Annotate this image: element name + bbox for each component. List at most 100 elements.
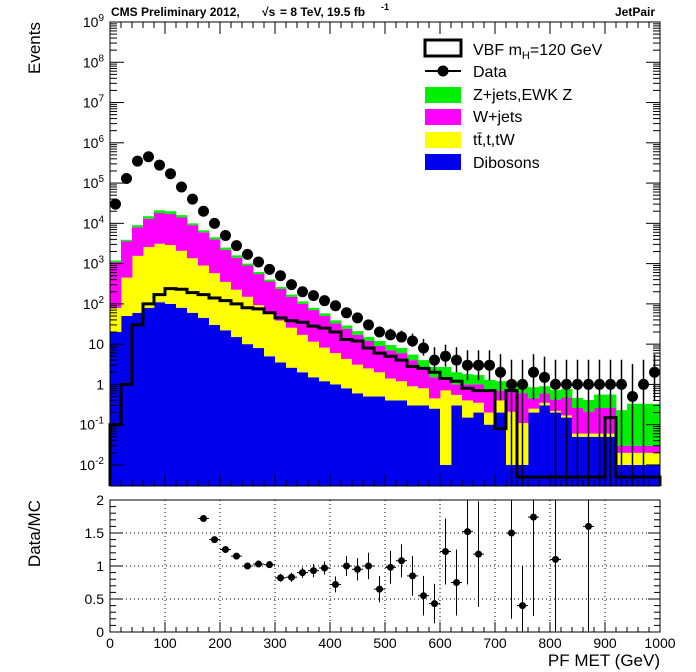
bar-top [352,364,364,394]
bar-wjets [121,241,133,278]
bar-wjets [143,218,155,248]
data-point [616,378,627,390]
legend-label-signal-main: VBF m [473,42,522,59]
bar-dibosons [198,317,210,486]
ratio-point [475,550,482,558]
legend-label-signal: VBF mH=120 GeV [473,42,603,62]
ratio-point [431,600,438,608]
data-point [473,359,484,371]
ratio-point [552,555,559,563]
y-tick-label-base: 10 [83,14,99,30]
bar-top [187,258,199,313]
data-point [484,359,495,371]
bar-wjets [264,281,276,313]
data-point [363,319,374,331]
bar-zjets [132,225,144,228]
data-point [528,366,539,378]
signal-histogram-line [108,287,662,486]
bar-zjets [264,279,276,282]
data-point [209,217,220,229]
ratio-y-axis: 0 0.5 1 1.5 2 [85,492,660,640]
bar-dibosons [121,315,133,486]
bar-top [363,368,375,397]
x-tick-label: 700 [483,635,507,651]
bar-wjets [242,265,254,297]
bar-dibosons [253,348,265,486]
ratio-point [530,513,537,521]
bar-wjets [418,368,430,389]
bar-wjets [396,353,408,382]
header-sqrt-s: √s [262,5,276,19]
bar-wjets [154,213,166,244]
main-x-axis-ticks [109,22,661,486]
data-point [462,359,473,371]
bar-dibosons [154,302,166,486]
y-tick-label-base: 10 [83,95,99,111]
ratio-point [266,561,273,569]
bar-zjets [121,239,133,242]
bar-dibosons [528,412,540,486]
bar-zjets [286,294,298,297]
bar-dibosons [352,393,364,486]
bar-zjets [242,263,254,266]
bar-zjets [440,366,452,378]
bar-top [473,402,485,413]
data-point [638,378,649,390]
bar-wjets [176,217,188,251]
bar-dibosons [363,396,375,486]
bar-dibosons [132,312,144,486]
bar-dibosons [374,396,386,486]
bar-wjets [440,377,452,391]
bar-dibosons [429,408,441,486]
bar-zjets [110,260,122,262]
bar-zjets [319,313,331,316]
bar-top [132,255,144,313]
bar-wjets [319,315,331,348]
bar-dibosons [330,384,342,486]
data-point [396,331,407,343]
legend-label-wjets: W+jets [473,109,522,126]
x-tick-label: 300 [263,635,287,651]
data-point [374,326,385,338]
data-point [187,193,198,205]
bar-wjets [374,345,386,373]
y-tick-label-base: 10 [83,135,99,151]
ratio-point [409,572,416,580]
legend-label-dibosons: Dibosons [473,155,540,172]
ratio-point [343,562,350,570]
bar-dibosons [143,307,155,486]
bar-wjets [363,340,375,369]
bar-wjets [231,257,243,290]
data-point [495,366,506,378]
bar-zjets [154,210,166,214]
bar-dibosons [484,424,496,486]
y-tick-label-base: 10 [83,296,99,312]
bar-top [286,327,298,368]
bar-dibosons [396,400,408,486]
header-left-text: CMS Preliminary 2012, [111,5,240,19]
y-axis-label: Events [25,22,44,74]
bar-top [407,386,419,406]
ratio-point [233,552,240,560]
x-tick-label: 600 [428,635,452,651]
bar-top [275,320,287,363]
legend-label-signal-sub: H [522,50,530,62]
bar-wjets [275,288,287,321]
bar-top [308,341,320,378]
bar-zjets [407,354,419,361]
ratio-point [442,547,449,555]
data-point [341,307,352,319]
x-axis-label: PF MET (GeV) [548,651,660,670]
data-point [165,168,176,180]
y-tick-label-exponent: -1 [95,416,104,427]
ratio-y-tick-label: 0.5 [85,591,105,607]
ratio-point [508,529,515,537]
data-point [506,378,517,390]
legend-label-data: Data [473,64,507,81]
data-point [231,240,242,252]
bar-dibosons [418,405,430,486]
y-tick-label-base: 10 [80,457,96,473]
header-right-text: JetPair [615,5,655,19]
bar-dibosons [407,405,419,486]
